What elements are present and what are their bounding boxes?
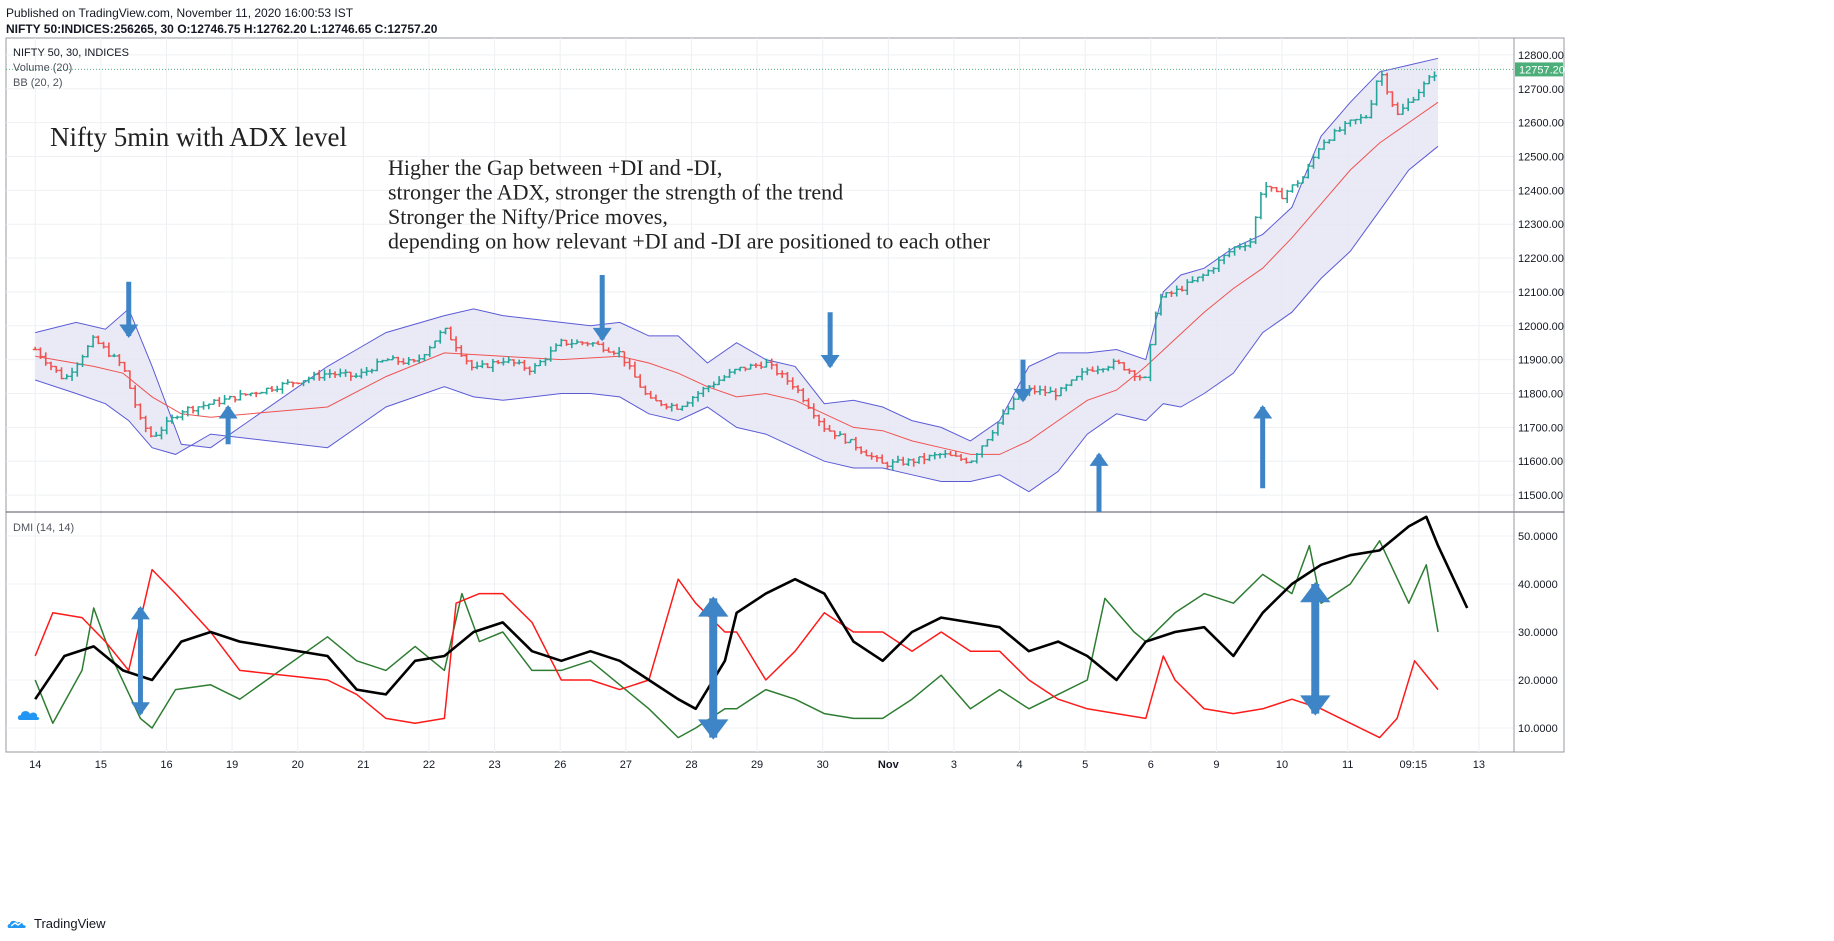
time-axis-tick: 09:15 bbox=[1400, 759, 1428, 771]
time-axis-tick: 19 bbox=[226, 759, 238, 771]
dmi-axis-tick: 40.0000 bbox=[1518, 579, 1558, 591]
price-axis-tick: 12800.00 bbox=[1518, 50, 1564, 62]
price-axis-tick: 12200.00 bbox=[1518, 253, 1564, 265]
time-axis-tick: 30 bbox=[817, 759, 829, 771]
time-axis-tick: 10 bbox=[1276, 759, 1288, 771]
time-axis-tick: 4 bbox=[1017, 759, 1023, 771]
dmi-arrow-head bbox=[130, 606, 150, 620]
time-axis-tick: Nov bbox=[878, 759, 900, 771]
time-axis-tick: 3 bbox=[951, 759, 957, 771]
dmi-axis-tick: 20.0000 bbox=[1518, 675, 1558, 687]
price-arrow-head bbox=[218, 405, 238, 419]
time-axis-tick: 21 bbox=[357, 759, 369, 771]
price-axis-tick: 11600.00 bbox=[1518, 456, 1563, 468]
price-axis-tick: 11800.00 bbox=[1518, 389, 1563, 401]
tradingview-cloud-icon bbox=[7, 920, 26, 928]
time-axis-tick: 14 bbox=[29, 759, 41, 771]
price-arrow-head bbox=[119, 324, 139, 338]
dmi-arrow-head bbox=[1300, 695, 1331, 716]
dmi-legend: DMI (14, 14) bbox=[13, 522, 74, 534]
bollinger-upper-band bbox=[35, 57, 1439, 449]
price-arrow-head bbox=[592, 327, 612, 342]
time-axis-tick: 26 bbox=[554, 759, 566, 771]
time-axis-tick: 22 bbox=[423, 759, 435, 771]
annotation-title: Nifty 5min with ADX level bbox=[50, 122, 347, 152]
price-axis-tick: 12400.00 bbox=[1518, 185, 1564, 197]
price-arrow-head bbox=[1253, 405, 1273, 419]
price-arrow-head bbox=[820, 355, 840, 369]
bollinger-basis-line bbox=[35, 101, 1439, 455]
time-axis-tick: 11 bbox=[1342, 759, 1353, 771]
time-axis-tick: 6 bbox=[1148, 759, 1154, 771]
price-axis-tick: 11700.00 bbox=[1518, 422, 1563, 434]
price-axis-tick: 11500.00 bbox=[1518, 490, 1563, 502]
time-axis-tick: 13 bbox=[1473, 759, 1485, 771]
price-axis-tick: 12100.00 bbox=[1518, 287, 1564, 299]
dmi-arrow-head bbox=[1300, 582, 1331, 603]
price-axis-tick: 12000.00 bbox=[1518, 321, 1564, 333]
price-arrow-head bbox=[1013, 388, 1033, 403]
price-arrow-head bbox=[1089, 452, 1109, 466]
dmi-arrow-head bbox=[130, 702, 150, 716]
dmi-plus-di-line bbox=[34, 540, 1439, 739]
time-axis-tick: 27 bbox=[620, 759, 632, 771]
price-axis-tick: 12600.00 bbox=[1518, 118, 1564, 130]
price-legend-item: Volume (20) bbox=[13, 62, 72, 74]
dmi-axis-tick: 50.0000 bbox=[1518, 531, 1558, 543]
price-legend-item: NIFTY 50, 30, INDICES bbox=[13, 47, 129, 59]
footer: TradingView bbox=[6, 916, 106, 931]
last-price-tag bbox=[1515, 62, 1563, 77]
price-axis-tick: 12300.00 bbox=[1518, 219, 1564, 231]
time-axis-tick: 5 bbox=[1082, 759, 1088, 771]
footer-brand: TradingView bbox=[34, 916, 106, 931]
dmi-arrow-head bbox=[698, 719, 729, 740]
annotation-line: stronger the ADX, stronger the strength … bbox=[388, 180, 843, 205]
dmi-axis-tick: 10.0000 bbox=[1518, 723, 1558, 735]
price-axis-tick: 12700.00 bbox=[1518, 84, 1564, 96]
annotation-line: Stronger the Nifty/Price moves, bbox=[388, 204, 668, 229]
bollinger-lower-band bbox=[35, 145, 1439, 493]
annotation-line: depending on how relevant +DI and -DI ar… bbox=[388, 229, 991, 254]
price-axis-tick: 11900.00 bbox=[1518, 355, 1563, 367]
published-line: Published on TradingView.com, November 1… bbox=[6, 6, 354, 20]
time-axis-tick: 16 bbox=[160, 759, 172, 771]
time-axis-tick: 15 bbox=[95, 759, 107, 771]
price-legend-item: BB (20, 2) bbox=[13, 77, 63, 89]
time-axis-tick: 9 bbox=[1213, 759, 1219, 771]
watermark-cloud-icon bbox=[17, 711, 40, 720]
dmi-minus-di-line bbox=[34, 568, 1439, 739]
annotation-line: Higher the Gap between +DI and -DI, bbox=[388, 155, 722, 180]
last-price-label: 12757.20 bbox=[1519, 64, 1565, 76]
dmi-axis-tick: 30.0000 bbox=[1518, 627, 1558, 639]
price-axis-tick: 12500.00 bbox=[1518, 152, 1564, 164]
time-axis-tick: 23 bbox=[488, 759, 500, 771]
time-axis-tick: 20 bbox=[292, 759, 304, 771]
bollinger-band-fill bbox=[35, 58, 1439, 492]
dmi-arrow-head bbox=[698, 596, 729, 617]
dmi-adx-line bbox=[34, 515, 1469, 711]
time-axis-tick: 28 bbox=[685, 759, 697, 771]
ohlc-line: NIFTY 50:INDICES:256265, 30 O:12746.75 H… bbox=[6, 22, 438, 36]
time-axis-tick: 29 bbox=[751, 759, 763, 771]
